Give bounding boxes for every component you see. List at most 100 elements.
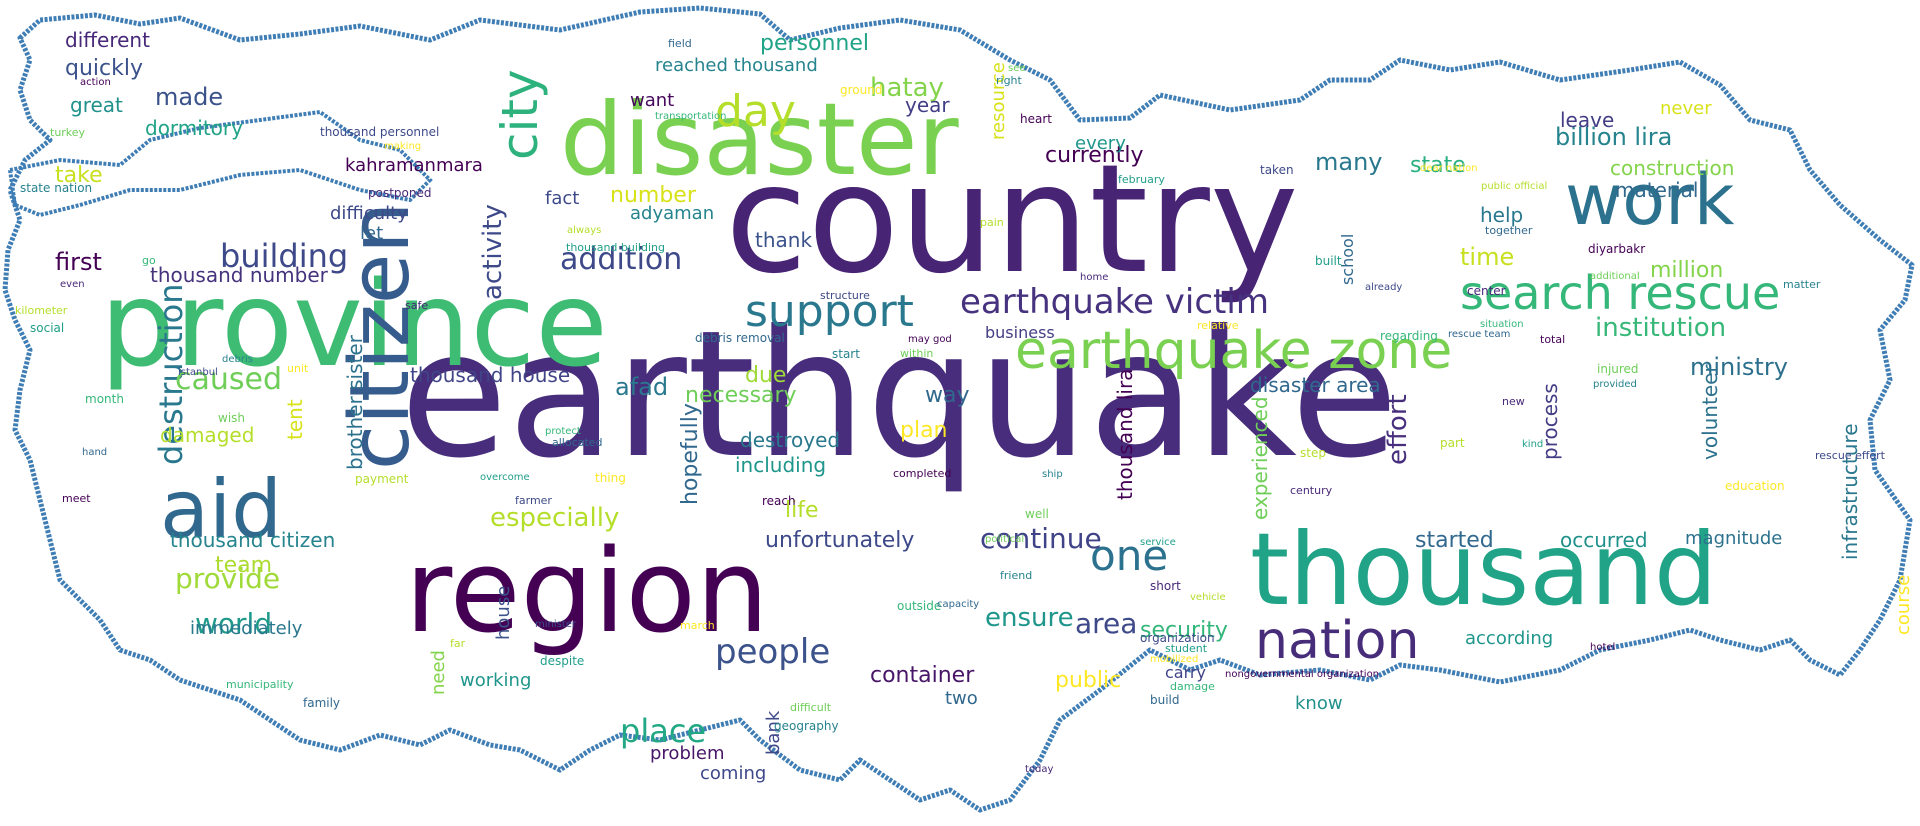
word-house: house [493,585,514,640]
word-public-official: public official [1481,181,1548,192]
word-day: day [715,86,796,137]
word-debris-removal: debris removal [695,331,785,345]
word-mobilized: mobilized [1150,654,1199,665]
word-adyaman: adyaman [630,203,715,224]
word-nongovernmental-organization: nongovernmental organization [1225,669,1380,680]
word-dormitory: dormitory [145,116,243,140]
word-kilometer: kilometer [15,304,68,317]
word-container: container [870,663,975,688]
word-quickly: quickly [65,56,143,81]
word-part: part [1440,436,1465,450]
word-course: course [1893,574,1914,635]
word-place: place [620,712,707,750]
word-today: today [1025,764,1054,775]
word-debris: debris [222,354,253,365]
word-built: built [1315,254,1342,268]
word-completed: completed [893,467,952,480]
word-need: need [428,650,449,695]
word-including: including [735,453,827,477]
word-immediately: immediately [190,618,303,639]
word-ground: ground [840,83,883,97]
word-heart: heart [1020,112,1052,126]
word-within: within [900,347,934,360]
word-continue: continue [980,522,1102,555]
word-service: service [1140,537,1176,548]
word-already: already [1365,282,1403,293]
word-thousand-building: thousand building [566,241,665,254]
word-province: province [100,255,608,393]
word-help: help [1480,203,1524,227]
word-great: great [70,93,123,117]
word-short: short [1150,579,1181,593]
word-working: working [460,670,532,691]
word-hotel: hotel [1590,642,1616,653]
word-field: field [668,37,692,50]
word-damage: damage [1170,680,1215,693]
word-made: made [155,83,224,111]
word-especially: especially [490,503,620,533]
word-new: new [1502,395,1525,408]
word-making: making [384,141,422,152]
word-outside: outside [897,599,942,613]
word-always: always [567,225,602,236]
word-additional: additional [1590,271,1640,282]
word-take: take [55,163,103,188]
word-month: month [85,392,124,406]
word-personnel: personnel [760,31,870,56]
word-social: social [30,321,65,335]
word-safe: safe [405,299,429,312]
word-experienced: experienced [1248,396,1272,520]
word-well: well [1025,507,1049,521]
word-diyarbakr: diyarbakr [1588,242,1646,256]
word-construction: construction [1610,156,1735,180]
word-friend: friend [1000,569,1033,582]
word-allocated: allocated [552,436,603,449]
word-nation: nation [1255,611,1420,671]
word-necessary: necessary [685,383,797,408]
word-step: step [1300,446,1326,460]
word-security: security [1140,618,1228,643]
word-dear-nation: dear nation [1420,163,1478,174]
word-destroyed: destroyed [740,428,841,452]
word-institution: institution [1595,313,1727,343]
word-let: let [360,223,384,244]
word-start: start [832,347,860,361]
word-different: different [65,28,150,52]
word-building: building [220,237,349,275]
word-ship: ship [1042,469,1063,480]
word-relative: relative [1197,319,1239,332]
word-support: support [745,286,914,337]
word-thousand-number: thousand number [150,263,328,287]
word-thousand-lira: thousand lira [1113,368,1137,500]
word-reach: reach [762,494,796,508]
word-way: way [925,383,970,408]
word-postponed: postponed [368,186,432,200]
word-thousand-citizen: thousand citizen [170,528,336,552]
word-want: want [630,90,675,111]
word-meet: meet [62,492,91,505]
word-world: world [195,607,273,640]
word-political: political [985,534,1025,545]
word-taken: taken [1260,163,1294,177]
word-education: education [1725,479,1785,493]
word-century: century [1290,484,1333,497]
word-even: even [60,279,85,290]
word-addition: addition [560,242,683,277]
word-disaster-area: disaster area [1250,373,1381,397]
word-billion-lira: billion lira [1555,123,1673,151]
word-provide: provide [175,562,281,595]
word-two: two [945,688,978,709]
word-one: one [1090,531,1169,580]
word-according: according [1465,628,1554,649]
word-state-nation: state nation [20,181,93,195]
word-rescue-effort: rescue effort [1815,449,1885,462]
word-country: country [725,133,1299,307]
word-infrastructure: infrastructure [1838,423,1862,560]
word-afad: afad [615,373,669,401]
word-wish: wish [218,411,246,425]
word-student: student [1165,642,1208,655]
word-pain: pain [980,216,1004,229]
word-difficulty: difficulty [330,203,408,224]
word-municipality: municipality [226,678,294,691]
